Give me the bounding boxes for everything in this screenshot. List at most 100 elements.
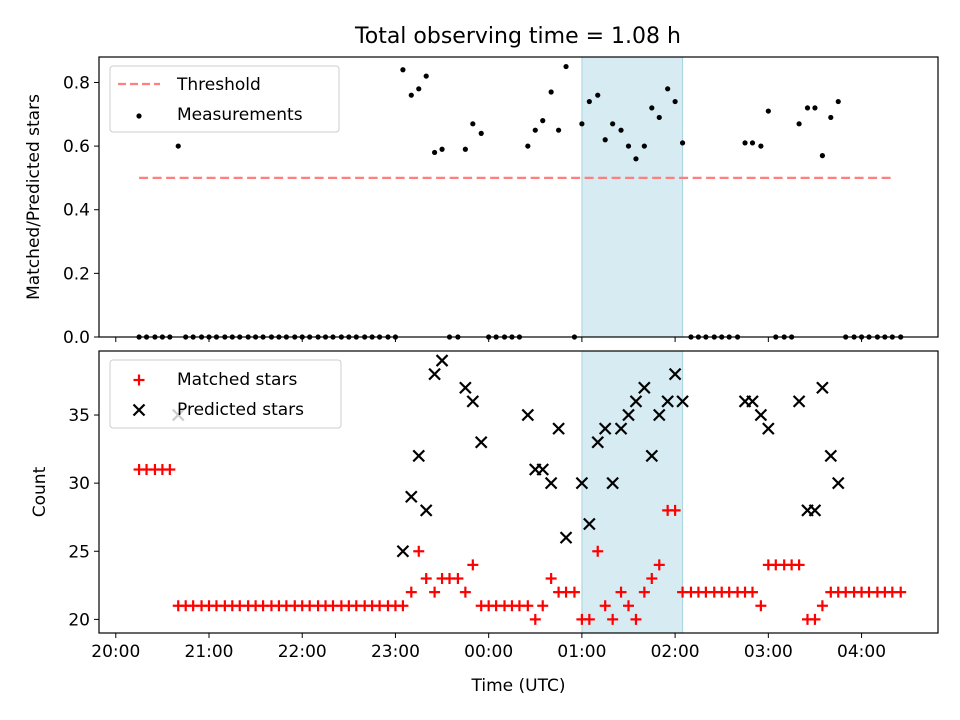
cross-b: [622, 408, 635, 422]
measurement-point: [462, 146, 468, 152]
predicted-point: [396, 544, 410, 558]
measurement-point: [649, 105, 655, 111]
matched-point: [592, 545, 604, 557]
cross-b: [668, 367, 682, 381]
matched-point: [164, 464, 176, 476]
predicted-point: [412, 449, 426, 463]
cross-b: [559, 531, 573, 544]
cross-b: [583, 517, 596, 531]
legend-predicted-label: Predicted stars: [177, 400, 304, 420]
predicted-point: [536, 463, 550, 476]
matched-point: [646, 573, 658, 585]
cross-b: [544, 476, 558, 490]
measurement-point: [586, 98, 592, 105]
cross-b: [746, 395, 759, 408]
predicted-point: [559, 531, 573, 544]
bottom-legend: Matched stars Predicted stars: [109, 359, 342, 429]
top-y-axis-label: Matched/Predicted stars: [24, 94, 44, 300]
cross-b: [536, 463, 550, 476]
measurement-point: [400, 67, 406, 73]
matched-point: [413, 545, 425, 557]
cross-b: [754, 408, 768, 422]
cross-b: [459, 381, 472, 395]
cross-b: [396, 544, 410, 558]
cross-b: [816, 381, 829, 395]
predicted-point: [831, 476, 845, 490]
measurement-point: [602, 137, 608, 143]
measurement-point: [618, 127, 624, 133]
bottom-ytick-label: 25: [68, 542, 90, 562]
measurement-point: [765, 108, 771, 114]
legend-plus-marker: [133, 374, 145, 386]
matched-point: [599, 600, 611, 612]
top-ytick-label: 0.6: [63, 137, 90, 157]
predicted-point: [652, 408, 666, 422]
measurement-point: [423, 73, 429, 79]
top-ytick-label: 0.0: [63, 328, 90, 348]
cross-b: [521, 408, 535, 422]
measurement-point: [470, 121, 476, 127]
cross-b: [419, 504, 433, 517]
measurement-point: [595, 92, 601, 98]
top-ytick-label: 0.4: [63, 201, 90, 221]
matched-point: [623, 600, 635, 612]
x-axis-label: Time (UTC): [471, 676, 566, 696]
predicted-point: [668, 367, 682, 381]
predicted-point: [521, 408, 535, 422]
predicted-point: [638, 381, 651, 395]
predicted-point: [435, 354, 449, 367]
predicted-point: [629, 395, 643, 408]
cross-b: [552, 422, 565, 435]
matched-point: [529, 613, 541, 625]
predicted-point: [661, 395, 674, 408]
predicted-point: [544, 476, 558, 490]
measurement-point: [625, 143, 632, 149]
cross-b: [792, 395, 806, 408]
measurement-point: [548, 89, 554, 95]
matched-point: [816, 600, 828, 612]
predicted-point: [614, 422, 628, 435]
cross-b: [808, 504, 822, 517]
predicted-point: [808, 504, 822, 517]
cross-b: [405, 490, 418, 504]
measurement-point: [835, 98, 841, 105]
measurement-point: [819, 153, 826, 159]
cross-b: [474, 435, 488, 449]
matched-point: [607, 613, 619, 625]
measurement-point: [679, 140, 686, 146]
top-ytick-label: 0.8: [63, 73, 90, 93]
predicted-point: [552, 422, 565, 435]
measurement-point: [796, 121, 802, 127]
bottom-ytick-label: 35: [68, 406, 90, 426]
legend-threshold-label: Threshold: [176, 75, 261, 95]
cross-b: [676, 395, 689, 408]
matched-point: [522, 600, 534, 612]
xtick-label: 01:00: [557, 642, 606, 662]
cross-b: [824, 449, 838, 463]
predicted-point: [591, 435, 605, 449]
top-legend: Threshold Measurements: [109, 65, 340, 133]
predicted-point: [459, 381, 472, 395]
matched-point: [459, 586, 471, 598]
matched-point: [653, 559, 665, 571]
matched-point: [429, 586, 441, 598]
predicted-point: [792, 395, 806, 408]
measurement-point: [416, 86, 422, 92]
measurement-point: [672, 98, 678, 105]
predicted-point: [824, 449, 838, 463]
measurement-point: [804, 105, 811, 111]
measurement-point: [579, 121, 585, 127]
measurement-point: [563, 63, 569, 70]
measurement-point: [665, 86, 671, 92]
measurement-point: [175, 143, 181, 149]
cross-b: [652, 408, 666, 422]
cross-b: [598, 422, 612, 435]
measurement-point: [525, 143, 531, 149]
matched-point: [895, 586, 907, 598]
cross-b: [629, 395, 643, 408]
matched-point: [545, 573, 557, 585]
legend-measurements-swatch: [136, 113, 142, 119]
legend-matched-label: Matched stars: [177, 370, 297, 390]
top-legend-box: [109, 65, 340, 133]
